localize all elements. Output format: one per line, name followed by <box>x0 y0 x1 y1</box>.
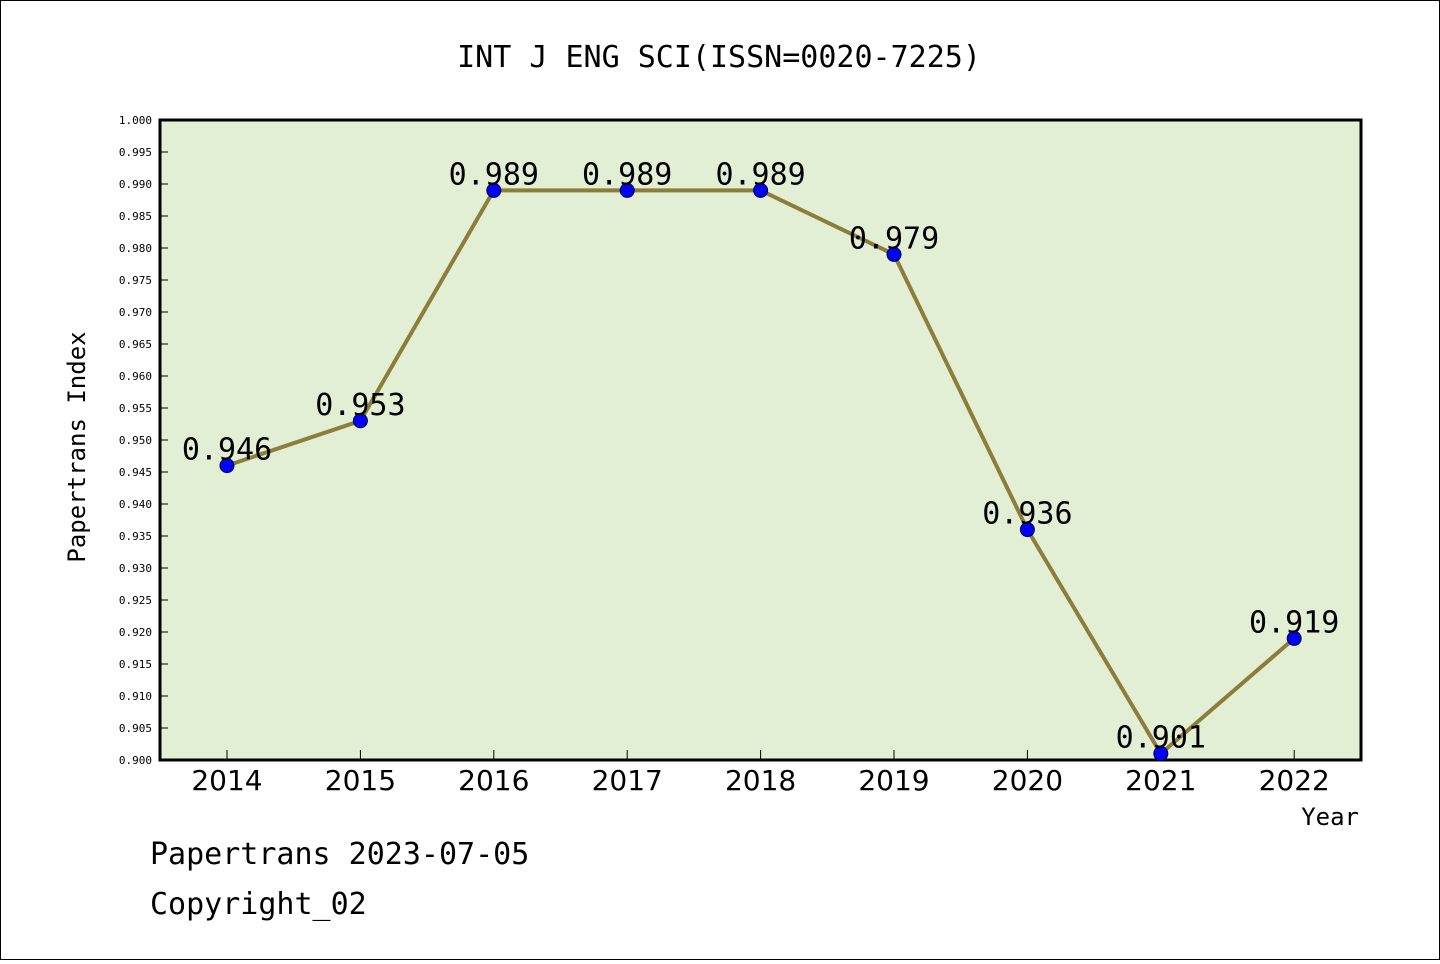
plot-area <box>158 118 1363 762</box>
y-tick-label: 0.980 <box>119 242 152 255</box>
y-tick-label: 0.965 <box>119 338 152 351</box>
data-label: 0.989 <box>582 157 672 192</box>
y-tick-label: 0.955 <box>119 402 152 415</box>
data-point <box>486 182 502 198</box>
y-tick-label: 0.930 <box>119 562 152 575</box>
x-tick-label: 2014 <box>191 764 262 797</box>
y-tick-label: 0.920 <box>119 626 152 639</box>
y-tick-label: 0.985 <box>119 210 152 223</box>
series-group <box>219 182 1302 762</box>
data-point <box>619 182 635 198</box>
data-label: 0.989 <box>715 157 805 192</box>
x-tick-label: 2015 <box>325 764 396 797</box>
x-tick-label: 2017 <box>592 764 663 797</box>
y-tick-label: 0.970 <box>119 306 152 319</box>
y-tick-label: 0.915 <box>119 658 152 671</box>
data-label: 0.979 <box>849 221 939 256</box>
y-axis-label: Papertrans Index <box>63 331 91 562</box>
y-tick-label: 0.995 <box>119 146 152 159</box>
data-label: 0.989 <box>449 157 539 192</box>
data-point <box>219 458 235 474</box>
y-tick-label: 0.905 <box>119 722 152 735</box>
y-tick-label: 0.975 <box>119 274 152 287</box>
x-tick-label: 2020 <box>992 764 1063 797</box>
data-point <box>1153 746 1169 762</box>
x-axis-ticks: 2014 2015 2016 2017 2018 2019 2020 2021 2022 <box>191 750 1330 797</box>
data-point <box>1286 630 1302 646</box>
data-label: 0.901 <box>1116 721 1206 756</box>
chart-title: INT J ENG SCI(ISSN=0020-7225) <box>457 40 981 75</box>
y-tick-label: 0.960 <box>119 370 152 383</box>
x-tick-label: 2022 <box>1259 764 1330 797</box>
data-point <box>886 246 902 262</box>
y-tick-label: 0.935 <box>119 530 152 543</box>
data-point <box>1019 522 1035 538</box>
data-label: 0.936 <box>982 497 1072 532</box>
y-tick-label: 0.990 <box>119 178 152 191</box>
data-label: 0.953 <box>315 388 405 423</box>
y-tick-label: 0.940 <box>119 498 152 511</box>
y-axis-ticks: 0.900 0.905 0.910 0.915 0.920 0.925 0.930 0.935… <box>119 114 168 767</box>
y-tick-label: 0.900 <box>119 754 152 767</box>
y-tick-label: 0.950 <box>119 434 152 447</box>
x-tick-label: 2018 <box>725 764 796 797</box>
x-tick-label: 2021 <box>1125 764 1196 797</box>
y-tick-label: 0.945 <box>119 466 152 479</box>
y-tick-label: 0.910 <box>119 690 152 703</box>
x-tick-label: 2019 <box>858 764 929 797</box>
data-point <box>753 182 769 198</box>
y-tick-label: 0.925 <box>119 594 152 607</box>
data-point <box>352 413 368 429</box>
x-tick-label: 2016 <box>458 764 529 797</box>
data-labels: 0.946 0.953 0.989 0.989 0.989 0.979 0.936 0.901… <box>182 157 1340 755</box>
y-tick-label: 1.000 <box>119 114 152 127</box>
footer-copyright: Copyright_02 <box>150 887 367 922</box>
x-axis-label: Year <box>1301 803 1359 831</box>
footer-date: Papertrans 2023-07-05 <box>150 837 529 872</box>
data-label: 0.946 <box>182 433 272 468</box>
data-label: 0.919 <box>1249 605 1339 640</box>
